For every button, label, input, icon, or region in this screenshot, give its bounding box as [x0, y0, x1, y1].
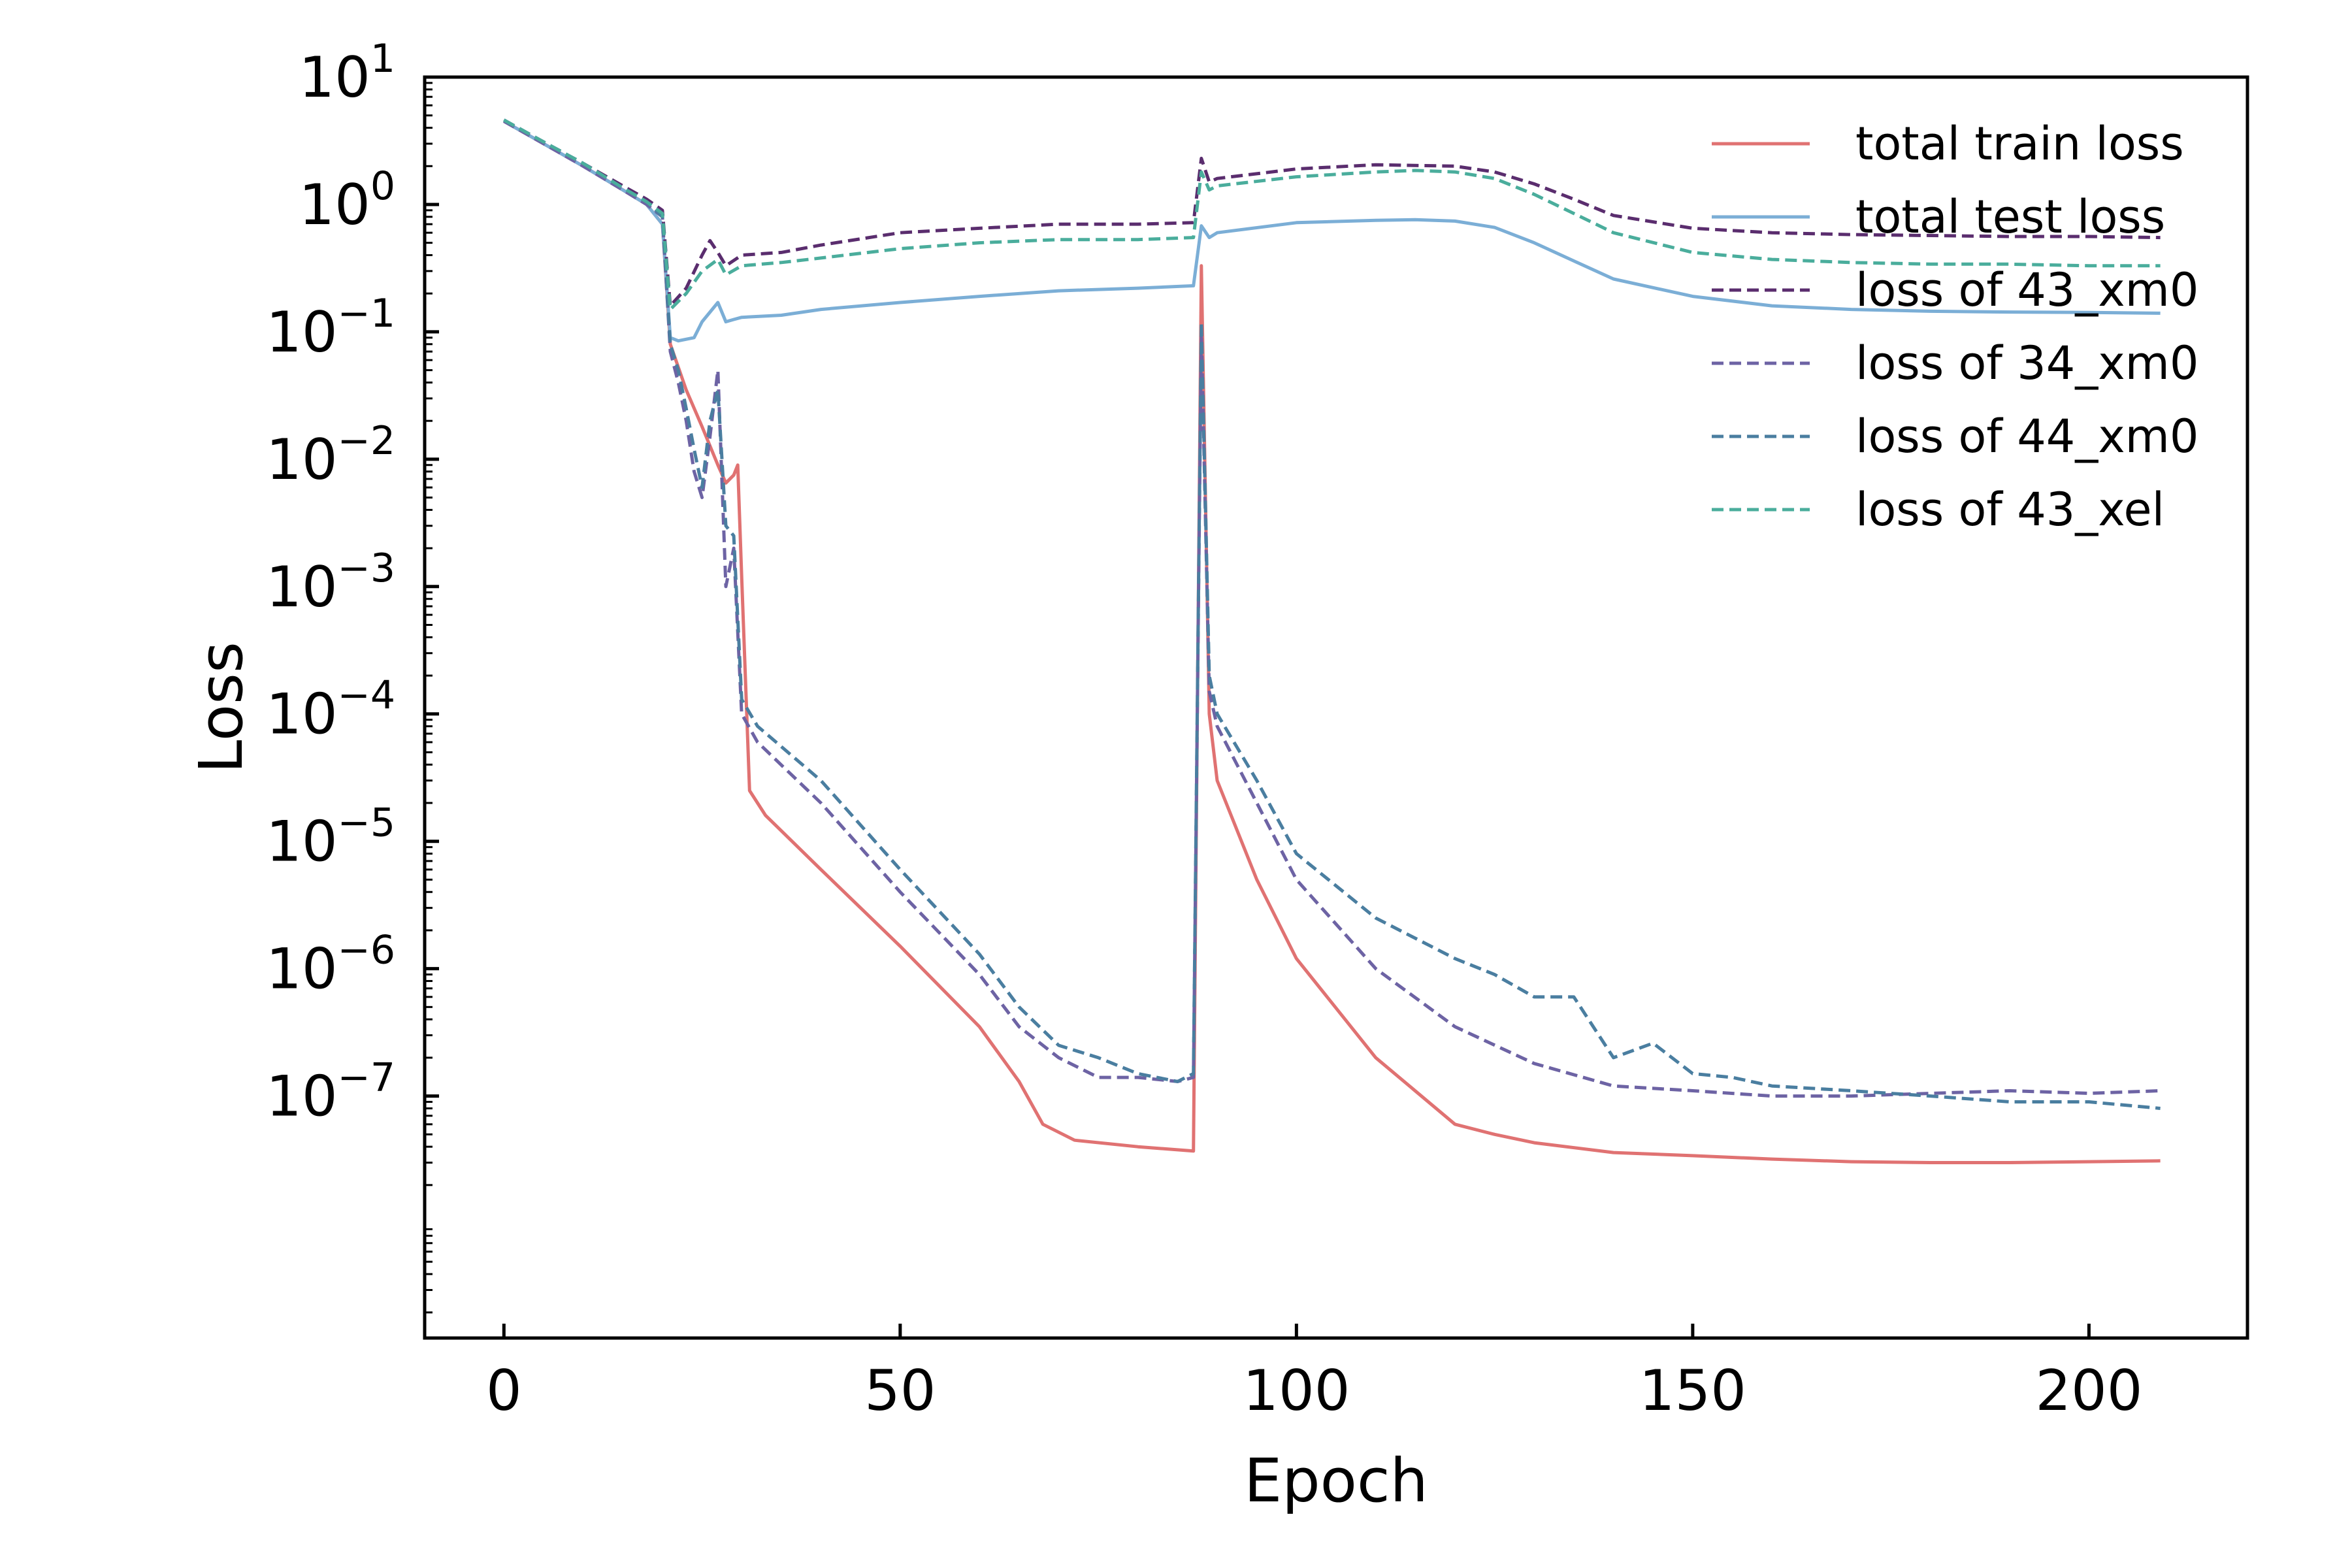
- y-tick-label: 10−5: [266, 800, 395, 875]
- legend-label: total train loss: [1855, 117, 2184, 171]
- legend-label: loss of 43_xel: [1855, 483, 2164, 536]
- legend: total train loss total test loss loss of 4…: [1712, 117, 2198, 536]
- series-line-5: [503, 118, 2161, 1110]
- y-tick-label: 101: [299, 36, 395, 110]
- plot-frame: [423, 75, 2249, 1340]
- series-line-1: [503, 120, 2161, 1164]
- y-tick-label: 10−2: [266, 418, 395, 493]
- x-tick-label: 200: [2035, 1358, 2142, 1424]
- x-axis-label: Epoch: [1244, 1446, 1428, 1516]
- x-axis-ticks: 0 50 100 150 200: [486, 1324, 2142, 1424]
- legend-label: loss of 43_xm0: [1855, 263, 2198, 317]
- y-axis-label: Loss: [186, 642, 256, 774]
- legend-label: total test loss: [1855, 190, 2165, 244]
- legend-label: loss of 34_xm0: [1855, 336, 2198, 390]
- series-line-4: [503, 120, 2161, 1098]
- y-tick-label: 10−3: [266, 546, 395, 620]
- y-tick-label: 10−1: [266, 291, 395, 365]
- series-line-2: [503, 120, 2161, 343]
- x-tick-label: 100: [1243, 1358, 1350, 1424]
- x-tick-label: 150: [1639, 1358, 1746, 1424]
- y-tick-label: 10−4: [266, 673, 395, 747]
- y-tick-label: 10−7: [266, 1055, 395, 1130]
- series-line-3: [503, 118, 2161, 308]
- y-axis-ticks: 101 100 10−1 10−2 10−3 10−4 10−5 10−6 10−7: [266, 36, 439, 1314]
- plot-lines: [503, 118, 2161, 1164]
- y-tick-label: 100: [299, 163, 395, 238]
- y-tick-label: 10−6: [266, 928, 395, 1002]
- x-tick-label: 0: [486, 1358, 522, 1424]
- legend-label: loss of 44_xm0: [1855, 410, 2198, 463]
- series-line-6: [503, 118, 2161, 312]
- x-tick-label: 50: [864, 1358, 936, 1424]
